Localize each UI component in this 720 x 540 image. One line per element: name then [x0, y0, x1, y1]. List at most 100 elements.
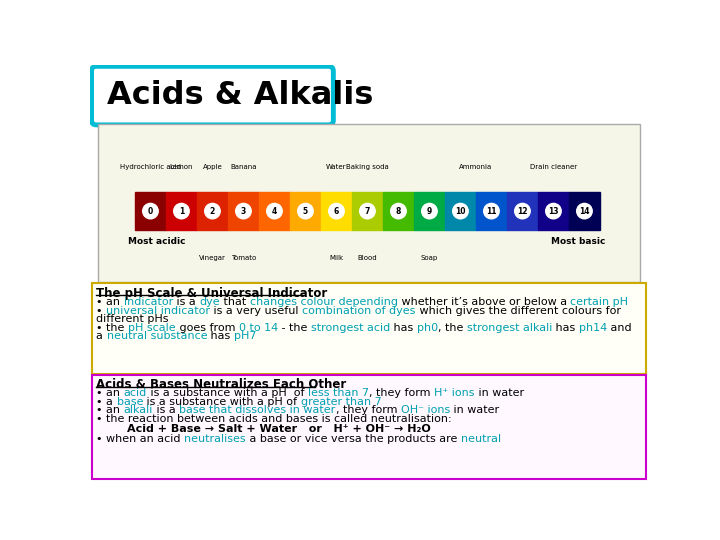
Text: base: base	[117, 397, 143, 407]
Text: • an: • an	[96, 405, 124, 415]
Text: 1: 1	[179, 207, 184, 215]
Circle shape	[391, 204, 406, 219]
Bar	[476, 192, 507, 231]
Text: 13: 13	[548, 207, 559, 215]
Circle shape	[204, 204, 220, 219]
Circle shape	[422, 204, 437, 219]
Text: Milk: Milk	[329, 255, 343, 261]
Text: Baking soda: Baking soda	[346, 164, 389, 170]
Circle shape	[329, 204, 344, 219]
Text: 7: 7	[365, 207, 370, 215]
Text: 10: 10	[455, 207, 466, 215]
Text: Water: Water	[326, 164, 347, 170]
Text: a base or vice versa the products are: a base or vice versa the products are	[246, 434, 461, 444]
Text: pH scale: pH scale	[128, 323, 176, 333]
Circle shape	[484, 204, 499, 219]
Text: changes colour depending: changes colour depending	[250, 296, 397, 307]
Text: 12: 12	[517, 207, 528, 215]
Bar	[414, 192, 445, 231]
Text: acid: acid	[124, 388, 147, 398]
Text: 0: 0	[148, 207, 153, 215]
Circle shape	[515, 204, 530, 219]
Text: neutral: neutral	[461, 434, 501, 444]
Text: Acid + Base → Salt + Water   or   H⁺ + OH⁻ → H₂O: Acid + Base → Salt + Water or H⁺ + OH⁻ →…	[96, 423, 431, 434]
Text: greater than 7: greater than 7	[300, 397, 382, 407]
Circle shape	[266, 204, 282, 219]
Text: - the: - the	[278, 323, 311, 333]
Text: Lemon: Lemon	[170, 164, 193, 170]
Circle shape	[453, 204, 468, 219]
Text: a: a	[96, 331, 107, 341]
Text: is a: is a	[173, 296, 199, 307]
FancyBboxPatch shape	[92, 375, 646, 479]
Text: less than 7: less than 7	[308, 388, 369, 398]
Text: Banana: Banana	[230, 164, 257, 170]
Text: indicator: indicator	[124, 296, 173, 307]
Text: that: that	[220, 296, 250, 307]
Text: , the: , the	[438, 323, 467, 333]
Text: neutralises: neutralises	[184, 434, 246, 444]
Text: 5: 5	[303, 207, 308, 215]
Text: • a: • a	[96, 397, 117, 407]
Text: is a: is a	[153, 405, 179, 415]
Text: Apple: Apple	[202, 164, 222, 170]
Text: 4: 4	[272, 207, 277, 215]
Text: pH7: pH7	[234, 331, 256, 341]
Text: Acids & Alkalis: Acids & Alkalis	[107, 80, 374, 111]
Circle shape	[235, 204, 251, 219]
Text: • the: • the	[96, 323, 128, 333]
Text: ph14: ph14	[579, 323, 607, 333]
Text: • the reaction between acids and bases is called neutralisation:: • the reaction between acids and bases i…	[96, 414, 452, 423]
Text: 11: 11	[486, 207, 497, 215]
Text: 9: 9	[427, 207, 432, 215]
Circle shape	[546, 204, 561, 219]
Text: which gives the different colours for: which gives the different colours for	[415, 306, 621, 316]
Text: 8: 8	[396, 207, 401, 215]
Text: •: •	[96, 306, 107, 316]
Circle shape	[360, 204, 375, 219]
Bar	[321, 192, 352, 231]
Text: Hydrochloric acid: Hydrochloric acid	[120, 164, 181, 170]
Text: alkali: alkali	[124, 405, 153, 415]
Text: The pH Scale & Universal Indicator: The pH Scale & Universal Indicator	[96, 287, 328, 300]
Text: 2: 2	[210, 207, 215, 215]
Text: is a substance with a pH  of: is a substance with a pH of	[147, 388, 308, 398]
Text: and: and	[607, 323, 632, 333]
Text: has: has	[207, 331, 234, 341]
Bar	[445, 192, 476, 231]
Text: universal indicator: universal indicator	[107, 306, 210, 316]
Text: has: has	[390, 323, 417, 333]
Bar	[290, 192, 321, 231]
Text: • when an acid: • when an acid	[96, 434, 184, 444]
Text: dye: dye	[199, 296, 220, 307]
Text: different pHs: different pHs	[96, 314, 168, 325]
Text: Drain cleaner: Drain cleaner	[530, 164, 577, 170]
Text: in water: in water	[474, 388, 523, 398]
Text: , they form: , they form	[336, 405, 400, 415]
FancyBboxPatch shape	[92, 284, 646, 374]
Bar	[383, 192, 414, 231]
Text: is a substance with a pH of: is a substance with a pH of	[143, 397, 300, 407]
Text: goes from: goes from	[176, 323, 239, 333]
Circle shape	[297, 204, 313, 219]
Text: • an: • an	[96, 388, 124, 398]
Text: in water: in water	[450, 405, 499, 415]
Text: 3: 3	[240, 207, 246, 215]
Text: 14: 14	[579, 207, 590, 215]
Text: whether it’s above or below a: whether it’s above or below a	[397, 296, 570, 307]
Text: neutral substance: neutral substance	[107, 331, 207, 341]
Text: strongest alkali: strongest alkali	[467, 323, 552, 333]
Circle shape	[143, 204, 158, 219]
FancyBboxPatch shape	[91, 66, 333, 125]
Text: certain pH: certain pH	[570, 296, 628, 307]
Circle shape	[174, 204, 189, 219]
Text: Soap: Soap	[420, 255, 438, 261]
Text: H⁺ ions: H⁺ ions	[434, 388, 474, 398]
Bar	[197, 192, 228, 231]
Text: Most acidic: Most acidic	[128, 238, 186, 246]
Text: Acids & Bases Neutralizes Each Other: Acids & Bases Neutralizes Each Other	[96, 378, 346, 391]
Text: is a very useful: is a very useful	[210, 306, 302, 316]
Text: , they form: , they form	[369, 388, 434, 398]
Text: base that dissolves in water: base that dissolves in water	[179, 405, 336, 415]
Circle shape	[577, 204, 593, 219]
